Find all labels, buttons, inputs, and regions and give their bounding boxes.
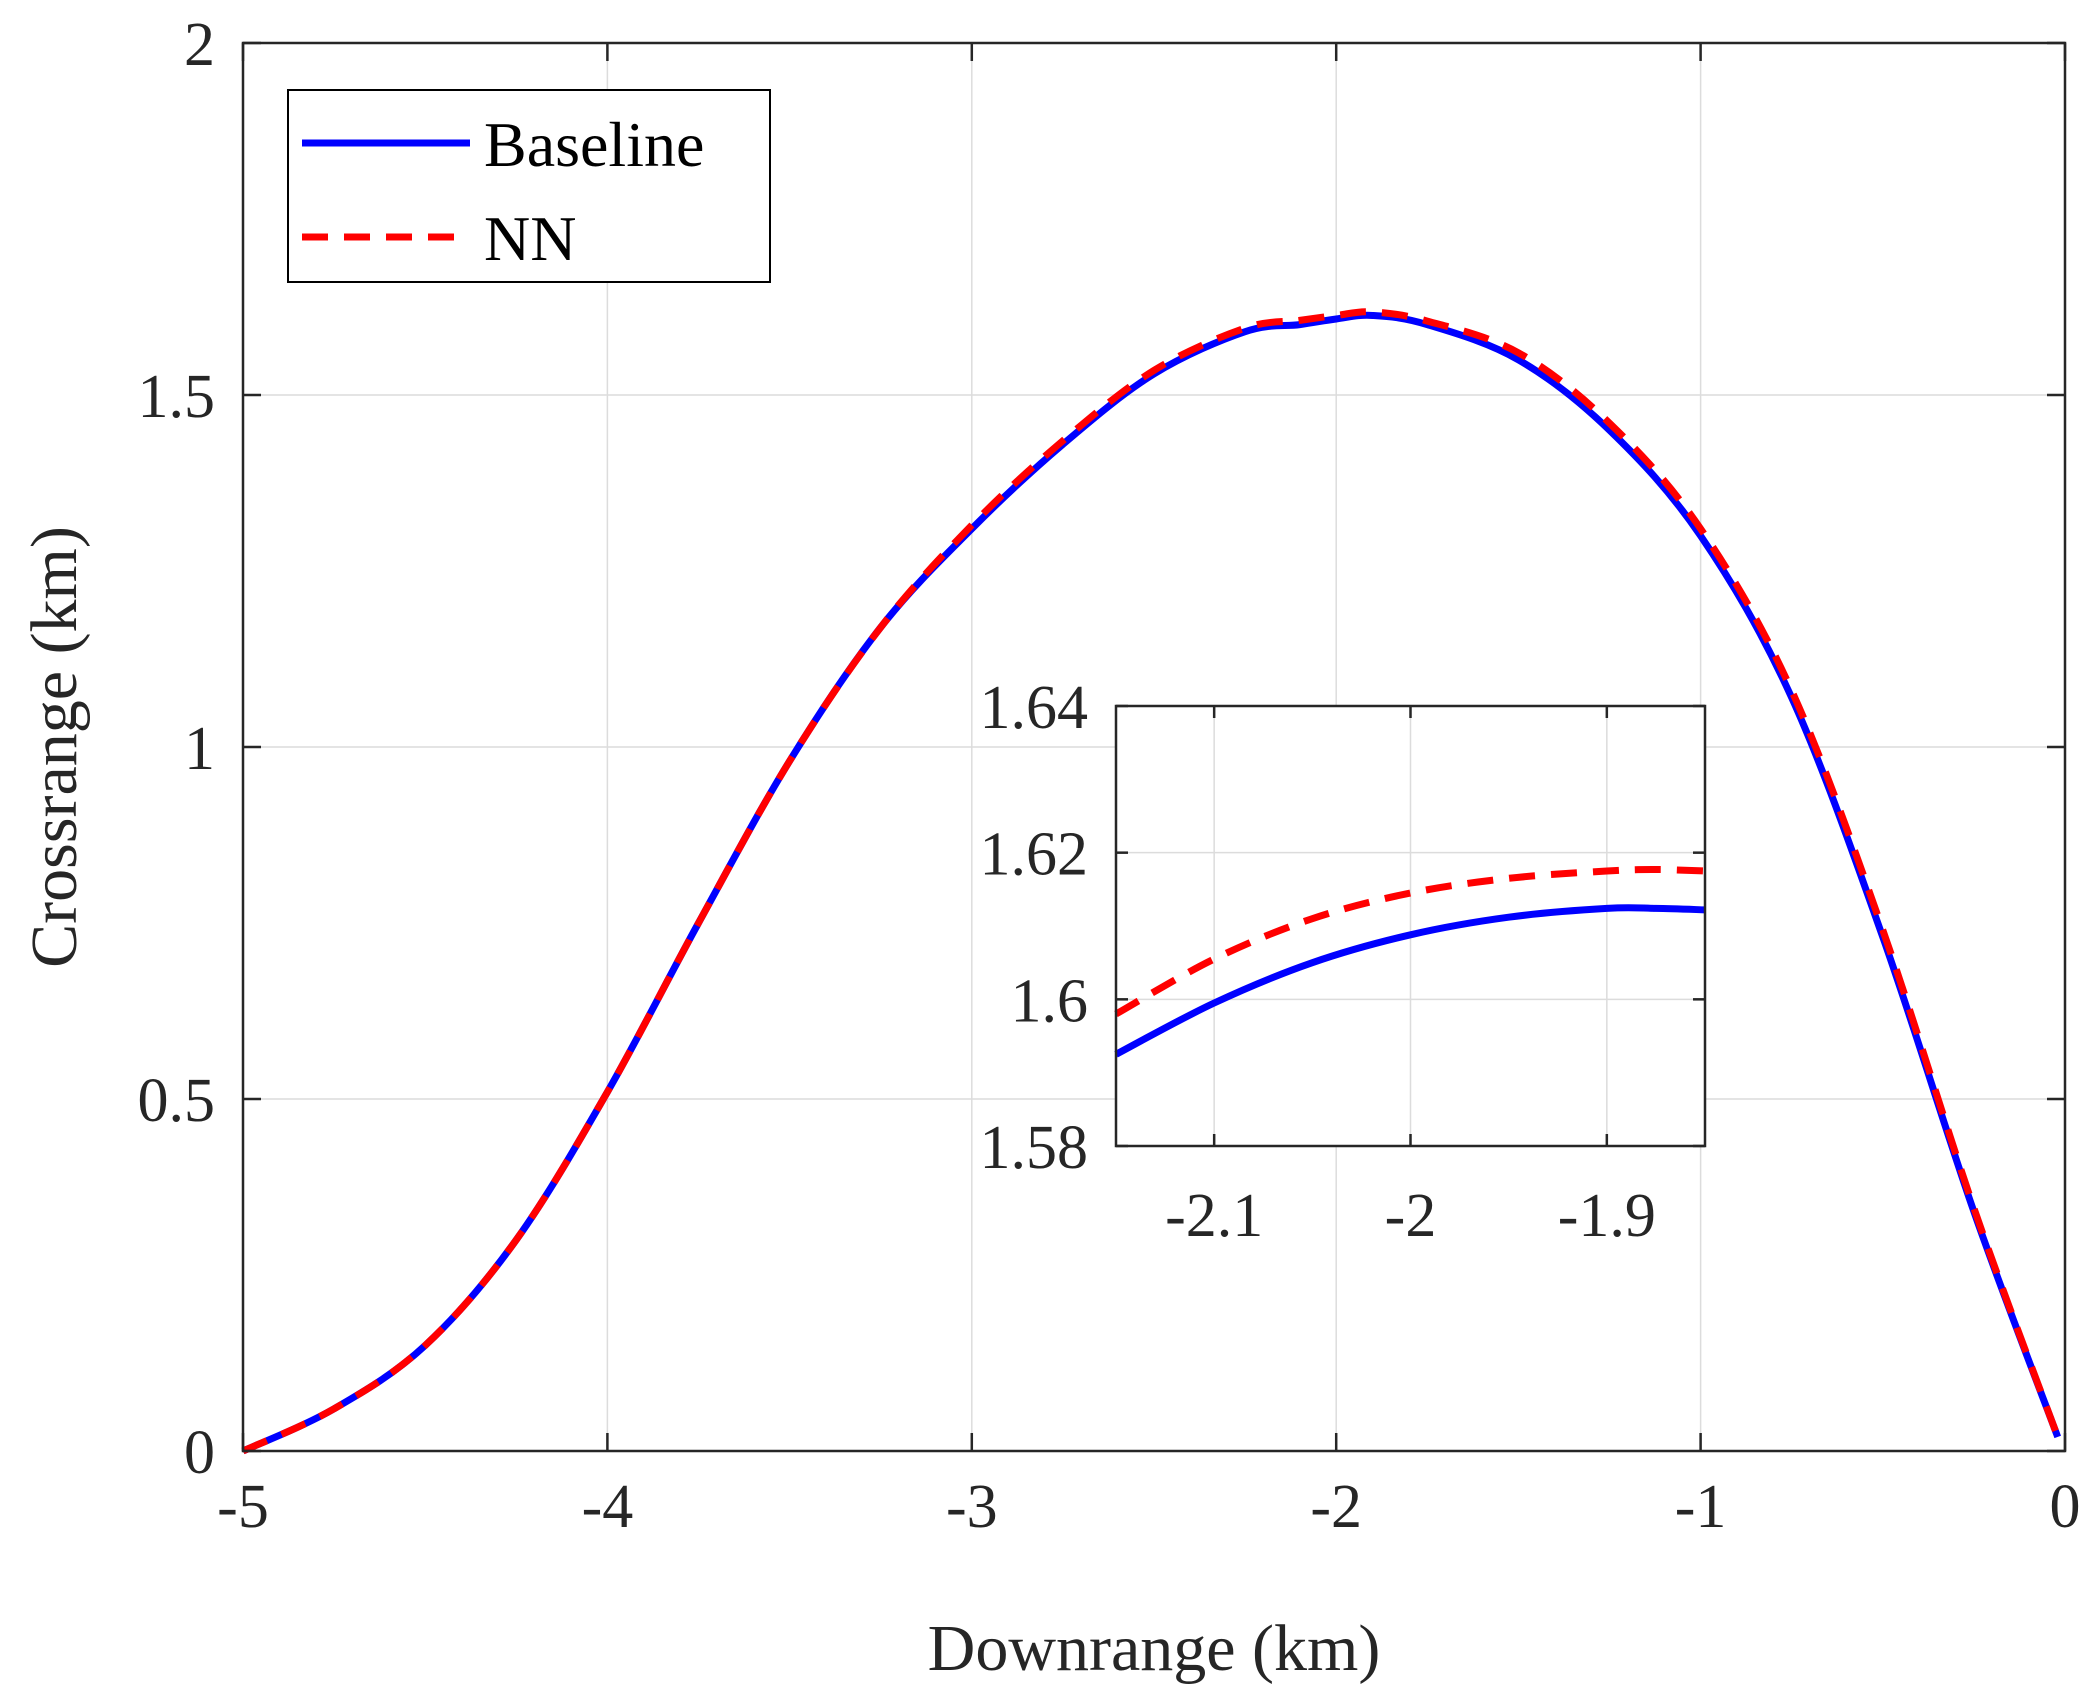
inset-tick-marks	[1116, 704, 1705, 1148]
main-x-tick-label: -2	[1310, 1473, 1362, 1541]
main-x-tick-label: -3	[946, 1473, 998, 1541]
main-tick-marks	[241, 41, 2067, 1453]
legend-label-baseline: Baseline	[484, 109, 704, 180]
inset-x-tick-label: -2	[1385, 1182, 1437, 1250]
x-axis-title: Downrange (km)	[928, 1612, 1381, 1685]
main-x-tick-label: -5	[217, 1473, 269, 1541]
inset-series-baseline	[1114, 904, 1706, 1058]
inset-x-tick-label: -2.1	[1165, 1182, 1263, 1250]
main-series-nn	[241, 308, 2061, 1455]
main-x-tick-label: -4	[582, 1473, 634, 1541]
main-x-tick-label: -1	[1675, 1473, 1727, 1541]
inset-x-tick-label: -1.9	[1558, 1182, 1656, 1250]
inset-y-tick-labels: 1.58 1.6 1.62 1.64	[980, 674, 1089, 1182]
main-y-tick-labels: 0 0.5 1 1.5 2	[138, 11, 216, 1487]
main-series-layer	[241, 308, 2061, 1455]
legend: Baseline NN	[287, 89, 771, 283]
main-x-tick-labels: -5 -4 -3 -2 -1 0	[217, 1473, 2080, 1541]
inset-y-tick-label: 1.64	[980, 674, 1089, 742]
inset-y-tick-label: 1.6	[1011, 967, 1089, 1035]
main-y-tick-label: 1	[184, 715, 215, 783]
legend-box	[287, 89, 771, 283]
inset-y-tick-label: 1.62	[980, 821, 1089, 889]
main-y-tick-label: 1.5	[138, 363, 216, 431]
inset-series-layer	[1114, 866, 1706, 1058]
main-y-tick-label: 0	[184, 1419, 215, 1487]
main-y-tick-label: 0.5	[138, 1067, 216, 1135]
inset-x-tick-labels: -2.1 -2 -1.9	[1165, 1182, 1656, 1250]
inset-series-nn	[1114, 866, 1706, 1018]
legend-label-nn: NN	[484, 203, 576, 274]
main-x-tick-label: 0	[2050, 1473, 2081, 1541]
main-y-tick-label: 2	[184, 11, 215, 79]
inset-y-tick-label: 1.58	[980, 1114, 1089, 1182]
y-axis-title: Crossrange (km)	[18, 526, 91, 968]
